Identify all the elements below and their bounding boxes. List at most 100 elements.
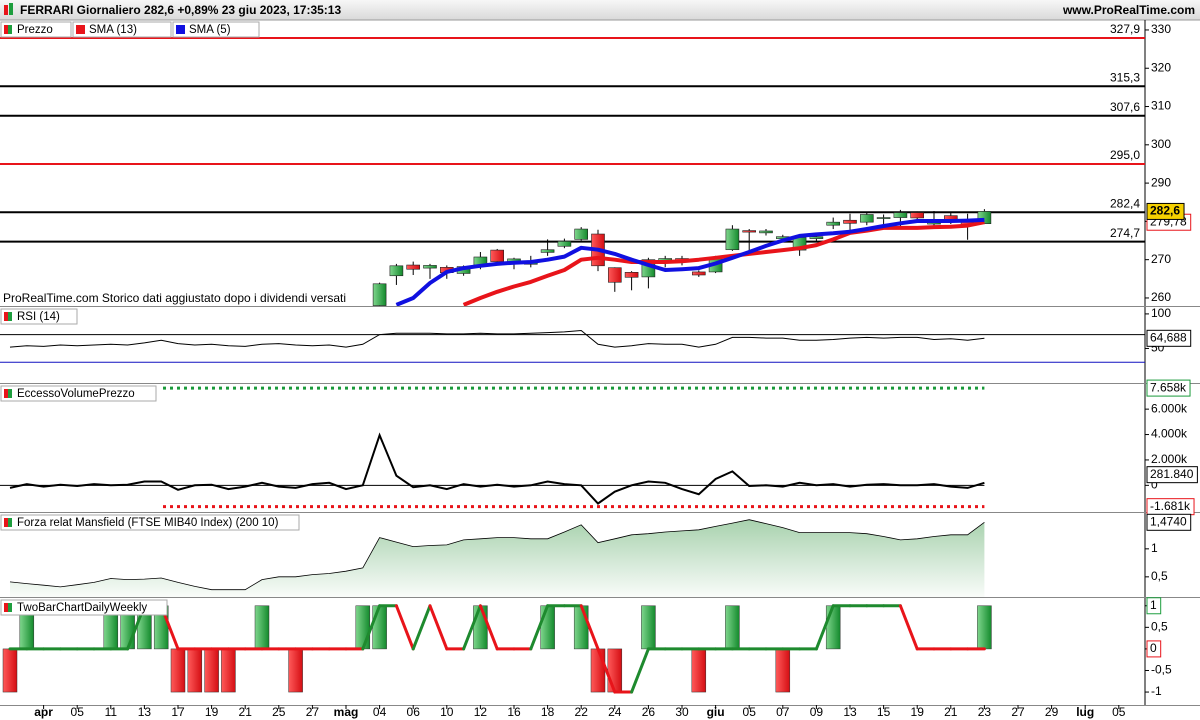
candle-body (557, 240, 572, 247)
bar (204, 648, 219, 693)
candle-body (607, 267, 622, 283)
app-icon (4, 5, 8, 15)
signal-line (898, 604, 919, 651)
area-fill (10, 519, 985, 597)
bar (977, 605, 992, 650)
bar (355, 605, 371, 650)
bar (641, 605, 656, 650)
candle-body (423, 265, 437, 269)
legend-box (72, 21, 172, 38)
x-tick-label: lug (1076, 705, 1094, 719)
signal-line (814, 604, 835, 651)
candle-body (725, 228, 740, 251)
y-tick-label: 0,5 (1151, 620, 1168, 634)
level-label: 282,4 (1110, 196, 1140, 210)
x-tick-label: 24 (608, 705, 622, 719)
header-icon (4, 518, 8, 527)
value-box (1146, 329, 1192, 347)
x-tick-label: 05 (71, 705, 85, 719)
header-icon (4, 603, 8, 612)
y-tick-label: 1 (1151, 541, 1158, 555)
x-tick-label: 10 (440, 705, 454, 719)
x-tick-label: 09 (810, 705, 824, 719)
value-box (1146, 640, 1162, 658)
value-label: 1 (1150, 598, 1157, 612)
value-box (1146, 379, 1191, 397)
signal-line (428, 604, 449, 651)
bar (775, 648, 791, 693)
legend-swatch (4, 25, 8, 34)
signal-line (462, 604, 482, 651)
candle-body (859, 214, 874, 223)
x-tick-label: 07 (776, 705, 790, 719)
x-tick-label: mag (334, 705, 359, 719)
y-tick-label: -0,5 (1151, 663, 1172, 677)
panel-title: EccessoVolumePrezzo (17, 388, 135, 400)
header-icon (8, 389, 12, 398)
legend-swatch (176, 25, 185, 34)
value-label: 1,4740 (1150, 514, 1187, 528)
bar (288, 648, 303, 693)
level-label: 315,3 (1110, 70, 1140, 84)
x-tick-label: 27 (306, 705, 320, 719)
indicator-line (9, 432, 985, 505)
candle-body (893, 212, 908, 218)
candle-body (759, 230, 773, 234)
bar (540, 605, 555, 650)
app-icon (9, 3, 13, 15)
candle-body (406, 264, 421, 270)
x-tick-label: 29 (1045, 705, 1059, 719)
value-box (1146, 202, 1185, 220)
panel-header: EccessoVolumePrezzo (0, 385, 157, 402)
site: www.ProRealTime.com (1062, 3, 1195, 17)
x-tick-label: 23 (978, 705, 992, 719)
header-icon (8, 518, 12, 527)
y-tick-label: 0,5 (1151, 569, 1168, 583)
y-tick-label: 100 (1151, 306, 1171, 320)
x-tick-label: apr (34, 705, 53, 719)
header-icon (8, 603, 12, 612)
candle-body (540, 249, 555, 253)
candle-body (910, 212, 925, 219)
candle-body (742, 230, 757, 233)
value-label: 0 (1150, 641, 1157, 655)
x-tick-label: 06 (407, 705, 421, 719)
bar (221, 648, 236, 693)
legend-label: Prezzo (17, 24, 53, 36)
y-tick-label: 260 (1151, 290, 1171, 304)
level-label: 327,9 (1110, 22, 1140, 36)
title-bar (0, 0, 1200, 20)
bar (170, 648, 186, 693)
bar (825, 605, 841, 650)
y-tick-label: 4.000k (1151, 427, 1188, 441)
y-tick-label: 290 (1151, 175, 1171, 189)
bar (725, 605, 740, 650)
signal-line (579, 604, 600, 651)
candle-body (876, 217, 891, 219)
sma-line (462, 220, 985, 306)
panel-title: RSI (14) (17, 311, 60, 323)
candle-body (389, 265, 404, 277)
signal-line (394, 604, 415, 651)
panels: apr 05 11 13 17 19 21 25 27 mag 04 06 10 12 16 18 22 24 26… (0, 20, 1200, 719)
x-tick-label: 05 (1112, 705, 1126, 719)
value-box (1146, 513, 1192, 531)
bar (187, 648, 203, 693)
value-label: 7.658k (1150, 380, 1187, 394)
x-tick-label: 16 (507, 705, 521, 719)
x-tick-label: 15 (877, 705, 891, 719)
bar (573, 605, 589, 650)
x-tick-label: 30 (675, 705, 689, 719)
panel-header: TwoBarChartDailyWeekly (0, 599, 168, 616)
header-box (0, 385, 157, 402)
x-tick-label: giu (707, 705, 725, 719)
value-label: -1.681k (1150, 499, 1191, 513)
panel-header: RSI (14) (0, 308, 78, 325)
header-box (0, 514, 300, 531)
panel-header: Forza relat Mansfield (FTSE MIB40 Index)… (0, 514, 300, 531)
legend-box (0, 21, 72, 38)
signal-line (478, 604, 499, 651)
x-tick-label: 25 (272, 705, 286, 719)
x-tick-label: 13 (138, 705, 152, 719)
